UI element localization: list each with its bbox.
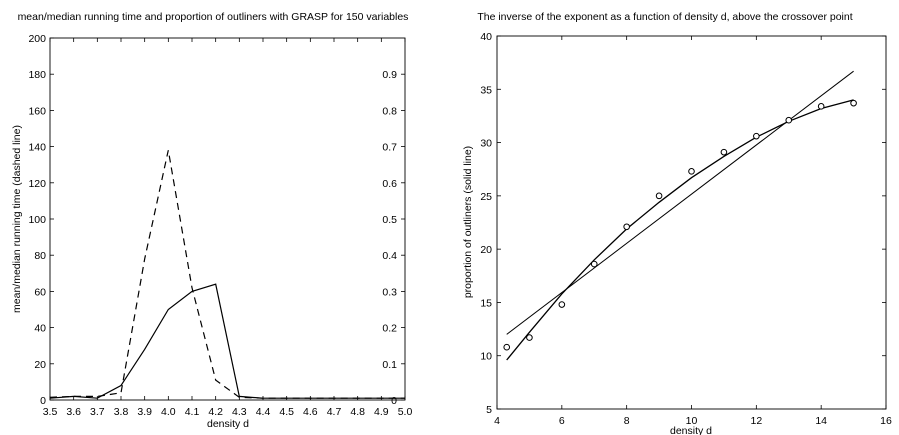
right-y-axis: 5 10 15 20 25 30 35 40 bbox=[480, 31, 886, 416]
running-time-dashed-line bbox=[49, 150, 405, 399]
y2-tick-label: 0.4 bbox=[382, 250, 397, 262]
x-tick-label: 4.9 bbox=[374, 406, 389, 418]
y2-tick-label: 0.2 bbox=[382, 323, 397, 335]
x-tick-label: 4 bbox=[494, 415, 500, 427]
x-tick-label: 3.7 bbox=[90, 406, 105, 418]
data-point bbox=[720, 148, 728, 156]
x-tick-label: 3.5 bbox=[43, 406, 58, 418]
y-tick-label: 180 bbox=[28, 69, 46, 81]
right-x-axis: 4 6 8 10 12 14 16 bbox=[494, 36, 892, 427]
y-tick-label: 80 bbox=[34, 250, 46, 262]
right-y-axis-label: proportion of outliners (solid line) bbox=[462, 146, 474, 298]
data-point bbox=[753, 132, 760, 140]
y-tick-label: 100 bbox=[28, 214, 46, 226]
x-tick-label: 3.8 bbox=[114, 406, 129, 418]
y2-tick-label: 0.5 bbox=[382, 214, 397, 226]
right-fit-lines bbox=[506, 70, 854, 361]
y-tick-label: 60 bbox=[34, 286, 46, 298]
right-chart-title: The inverse of the exponent as a functio… bbox=[477, 11, 852, 23]
x-tick-label: 4.0 bbox=[161, 406, 176, 418]
data-point bbox=[526, 334, 533, 341]
x-tick-label: 4.4 bbox=[256, 406, 271, 418]
left-x-axis-label: density d bbox=[207, 418, 249, 430]
x-tick-label: 3.6 bbox=[66, 406, 81, 418]
x-tick-label: 16 bbox=[880, 415, 892, 427]
y-tick-label: 5 bbox=[486, 404, 492, 416]
data-point bbox=[590, 260, 598, 268]
y-tick-label: 10 bbox=[480, 351, 492, 363]
y-tick-label: 30 bbox=[480, 138, 492, 150]
left-y2-axis: 0 0.1 0.2 0.3 0.4 0.5 0.6 0.7 0.8 0.9 bbox=[382, 69, 405, 407]
outliner-proportion-solid-line bbox=[49, 283, 405, 399]
data-point bbox=[558, 301, 566, 308]
y2-tick-label: 0 bbox=[391, 395, 397, 407]
y-tick-label: 120 bbox=[28, 178, 46, 190]
right-chart: The inverse of the exponent as a functio… bbox=[462, 11, 892, 435]
x-tick-label: 5.0 bbox=[398, 406, 413, 418]
data-point bbox=[817, 103, 825, 110]
y-tick-label: 25 bbox=[480, 191, 492, 203]
data-point bbox=[655, 192, 663, 200]
y-tick-label: 35 bbox=[480, 84, 492, 96]
x-tick-label: 3.9 bbox=[137, 406, 152, 418]
data-point bbox=[688, 168, 695, 175]
y-tick-label: 15 bbox=[480, 297, 492, 309]
y-tick-label: 200 bbox=[28, 33, 46, 45]
right-plot-frame bbox=[496, 35, 887, 410]
x-tick-label: 4.8 bbox=[350, 406, 365, 418]
x-tick-label: 4.5 bbox=[279, 406, 294, 418]
x-tick-label: 8 bbox=[624, 415, 630, 427]
y2-tick-label: 0.6 bbox=[382, 178, 397, 190]
right-x-axis-label: density d bbox=[670, 425, 712, 435]
y-tick-label: 20 bbox=[480, 244, 492, 256]
left-x-axis: 3.5 3.6 3.7 3.8 3.9 4.0 4.1 4.2 4.3 4.4 4.5 4.6 4.7 4… bbox=[43, 38, 413, 418]
y-tick-label: 40 bbox=[480, 31, 492, 43]
x-tick-label: 6 bbox=[559, 415, 565, 427]
data-point bbox=[850, 99, 857, 107]
left-chart-title: mean/median running time and proportion … bbox=[18, 11, 409, 23]
curve-fit-line bbox=[506, 99, 854, 361]
y2-tick-label: 0.7 bbox=[382, 142, 397, 154]
y-tick-label: 20 bbox=[34, 359, 46, 371]
left-y-axis: 0 20 40 60 80 100 120 140 160 180 200 bbox=[28, 33, 54, 407]
x-tick-label: 4.7 bbox=[327, 406, 342, 418]
data-point bbox=[785, 116, 793, 124]
x-tick-label: 4.1 bbox=[185, 406, 200, 418]
y-tick-label: 160 bbox=[28, 105, 46, 117]
x-tick-label: 14 bbox=[815, 415, 827, 427]
right-data-points bbox=[503, 99, 857, 351]
left-plot-frame bbox=[49, 37, 406, 401]
x-tick-label: 4.2 bbox=[208, 406, 223, 418]
data-point bbox=[503, 343, 511, 351]
y-tick-label: 0 bbox=[40, 395, 46, 407]
y2-tick-label: 0.8 bbox=[382, 105, 397, 117]
y2-tick-label: 0.9 bbox=[382, 69, 397, 81]
linear-fit-line bbox=[506, 70, 854, 335]
y-tick-label: 140 bbox=[28, 142, 46, 154]
y2-tick-label: 0.1 bbox=[382, 359, 397, 371]
y2-tick-label: 0.3 bbox=[382, 286, 397, 298]
data-point bbox=[623, 223, 630, 231]
x-tick-label: 4.3 bbox=[232, 406, 247, 418]
left-series-group bbox=[49, 150, 405, 399]
x-tick-label: 12 bbox=[750, 415, 762, 427]
x-tick-label: 10 bbox=[686, 415, 698, 427]
y-tick-label: 40 bbox=[34, 323, 46, 335]
x-tick-label: 4.6 bbox=[303, 406, 318, 418]
left-chart: mean/median running time and proportion … bbox=[11, 11, 412, 430]
left-y-axis-label: mean/median running time (dashed line) bbox=[11, 125, 23, 313]
